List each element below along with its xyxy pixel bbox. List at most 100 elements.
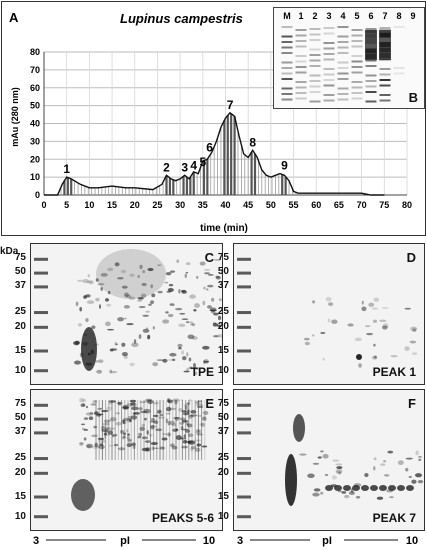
protein-spot xyxy=(97,437,105,440)
protein-spot xyxy=(85,412,94,416)
inset-lane-label: 7 xyxy=(382,11,387,21)
x-tick-label: 5 xyxy=(64,200,69,210)
dense-spot xyxy=(71,479,95,511)
protein-spot xyxy=(98,444,105,450)
inset-band xyxy=(309,39,321,41)
protein-spot xyxy=(157,264,162,267)
inset-band xyxy=(295,81,307,83)
protein-spot xyxy=(358,363,362,368)
protein-spot xyxy=(77,323,83,327)
ladder-band xyxy=(34,369,48,373)
kda-marker-label: 10 xyxy=(14,511,26,522)
ladder-band xyxy=(237,431,251,435)
protein-spot xyxy=(88,416,94,421)
gel-caption: PEAK 1 xyxy=(372,365,416,379)
gel-letter-f: F xyxy=(408,396,416,411)
pi-label-right: pI xyxy=(322,535,332,547)
inset-band xyxy=(337,61,349,64)
x-tick-label: 80 xyxy=(402,200,412,210)
protein-spot xyxy=(137,296,144,300)
protein-spot xyxy=(152,362,159,367)
y-tick-label: 60 xyxy=(30,83,40,93)
protein-spot xyxy=(156,359,164,361)
gel-image xyxy=(34,397,209,519)
protein-spot xyxy=(122,406,130,409)
protein-spot xyxy=(186,402,191,405)
kda-marker-label: 50 xyxy=(217,412,229,423)
protein-spot xyxy=(108,401,113,405)
protein-spot xyxy=(410,326,418,332)
protein-spot xyxy=(368,302,375,307)
protein-spot xyxy=(96,369,103,374)
inset-band xyxy=(309,33,321,36)
protein-spot xyxy=(127,433,130,436)
kda-marker-label: 20 xyxy=(14,321,26,332)
protein-spot xyxy=(129,399,137,403)
protein-spot xyxy=(182,356,187,361)
protein-spot xyxy=(188,399,192,402)
protein-spot xyxy=(212,323,219,327)
protein-spot xyxy=(202,300,206,306)
x-tick-label: 25 xyxy=(152,200,162,210)
inset-band xyxy=(323,84,335,87)
inset-band xyxy=(295,86,307,89)
protein-spot xyxy=(372,319,378,323)
inset-lane-label: 3 xyxy=(326,11,331,21)
protein-spot xyxy=(217,315,222,321)
protein-spot xyxy=(127,415,133,420)
protein-spot xyxy=(383,460,387,463)
peak-label: 2 xyxy=(163,160,170,174)
protein-spot xyxy=(322,453,329,459)
protein-spot xyxy=(122,405,128,409)
protein-spot xyxy=(343,494,350,499)
protein-spot xyxy=(188,414,195,418)
protein-spot xyxy=(167,288,174,292)
protein-spot xyxy=(412,328,417,332)
protein-spot xyxy=(141,447,150,452)
protein-spot xyxy=(79,442,84,445)
inset-band xyxy=(295,71,307,74)
chart-fill-bars xyxy=(60,113,297,195)
kda-marker-label: 10 xyxy=(14,365,26,376)
protein-spot xyxy=(202,410,209,415)
peak-label: 6 xyxy=(206,141,213,155)
kda-marker-label: 50 xyxy=(14,266,26,277)
protein-spot xyxy=(190,445,197,449)
protein-spot xyxy=(404,307,412,310)
inset-band xyxy=(323,94,335,96)
protein-spot xyxy=(89,412,94,415)
kda-marker-label: 75 xyxy=(217,252,229,263)
inset-band xyxy=(379,79,391,81)
protein-spot xyxy=(131,406,139,411)
ladder-band xyxy=(237,457,251,461)
inset-band xyxy=(393,67,405,69)
protein-spot xyxy=(169,443,175,448)
y-tick-label: 30 xyxy=(30,136,40,146)
ladder-band xyxy=(34,257,48,261)
protein-spot xyxy=(138,434,142,438)
protein-spot xyxy=(122,405,129,410)
protein-spot xyxy=(112,434,115,438)
protein-spot xyxy=(388,485,396,491)
protein-spot xyxy=(103,435,107,439)
protein-spot xyxy=(117,317,125,322)
protein-spot xyxy=(182,439,188,444)
inset-band xyxy=(365,65,377,67)
ladder-band xyxy=(34,285,48,289)
inset-band xyxy=(323,79,335,81)
protein-spot xyxy=(312,492,320,497)
gel-image xyxy=(34,249,222,376)
protein-spot xyxy=(299,453,307,456)
inset-band xyxy=(281,35,293,38)
protein-spot xyxy=(137,435,141,439)
peak-labels: 1 2 3 4 56 7 8 9 xyxy=(63,98,288,176)
ladder-band xyxy=(237,349,251,353)
protein-spot xyxy=(95,297,100,302)
protein-spot xyxy=(366,332,374,336)
protein-spot xyxy=(123,292,129,297)
protein-spot xyxy=(179,312,186,315)
protein-spot xyxy=(186,352,189,357)
protein-spot xyxy=(169,407,177,411)
y-tick-label: 80 xyxy=(30,47,40,57)
protein-spot xyxy=(213,335,219,338)
